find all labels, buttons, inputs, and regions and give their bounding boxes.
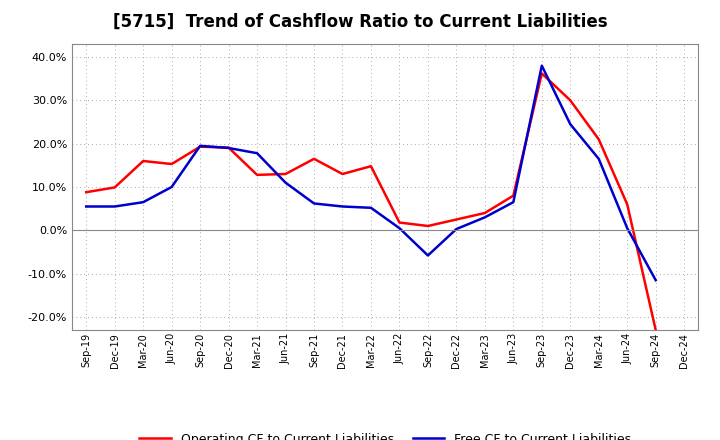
Free CF to Current Liabilities	[82, 204, 91, 209]
Free CF to Current Liabilities	[566, 121, 575, 127]
Free CF to Current Liabilities	[509, 199, 518, 205]
Free CF to Current Liabilities	[282, 180, 290, 185]
Operating CF to Current Liabilities	[253, 172, 261, 177]
Legend: Operating CF to Current Liabilities, Free CF to Current Liabilities: Operating CF to Current Liabilities, Fre…	[135, 428, 636, 440]
Free CF to Current Liabilities	[366, 205, 375, 210]
Free CF to Current Liabilities	[139, 199, 148, 205]
Free CF to Current Liabilities	[110, 204, 119, 209]
Operating CF to Current Liabilities	[82, 190, 91, 195]
Operating CF to Current Liabilities	[395, 220, 404, 225]
Free CF to Current Liabilities	[253, 150, 261, 156]
Operating CF to Current Liabilities	[139, 158, 148, 164]
Operating CF to Current Liabilities	[167, 161, 176, 167]
Free CF to Current Liabilities	[623, 226, 631, 231]
Operating CF to Current Liabilities	[480, 210, 489, 216]
Free CF to Current Liabilities	[652, 278, 660, 283]
Free CF to Current Liabilities	[423, 253, 432, 258]
Operating CF to Current Liabilities	[110, 185, 119, 190]
Free CF to Current Liabilities	[225, 145, 233, 150]
Operating CF to Current Liabilities	[509, 193, 518, 198]
Operating CF to Current Liabilities	[623, 202, 631, 207]
Free CF to Current Liabilities	[310, 201, 318, 206]
Free CF to Current Liabilities	[452, 227, 461, 232]
Operating CF to Current Liabilities	[452, 217, 461, 222]
Free CF to Current Liabilities	[167, 184, 176, 190]
Free CF to Current Liabilities	[595, 156, 603, 161]
Free CF to Current Liabilities	[196, 143, 204, 148]
Free CF to Current Liabilities	[395, 226, 404, 231]
Operating CF to Current Liabilities	[338, 171, 347, 176]
Text: [5715]  Trend of Cashflow Ratio to Current Liabilities: [5715] Trend of Cashflow Ratio to Curren…	[113, 13, 607, 31]
Operating CF to Current Liabilities	[537, 71, 546, 76]
Operating CF to Current Liabilities	[423, 224, 432, 229]
Operating CF to Current Liabilities	[310, 156, 318, 161]
Operating CF to Current Liabilities	[225, 145, 233, 150]
Free CF to Current Liabilities	[537, 63, 546, 68]
Operating CF to Current Liabilities	[282, 171, 290, 176]
Operating CF to Current Liabilities	[196, 144, 204, 149]
Operating CF to Current Liabilities	[652, 327, 660, 333]
Line: Free CF to Current Liabilities: Free CF to Current Liabilities	[86, 66, 656, 280]
Line: Operating CF to Current Liabilities: Operating CF to Current Liabilities	[86, 73, 656, 330]
Operating CF to Current Liabilities	[366, 164, 375, 169]
Free CF to Current Liabilities	[480, 215, 489, 220]
Operating CF to Current Liabilities	[595, 137, 603, 142]
Operating CF to Current Liabilities	[566, 98, 575, 103]
Free CF to Current Liabilities	[338, 204, 347, 209]
